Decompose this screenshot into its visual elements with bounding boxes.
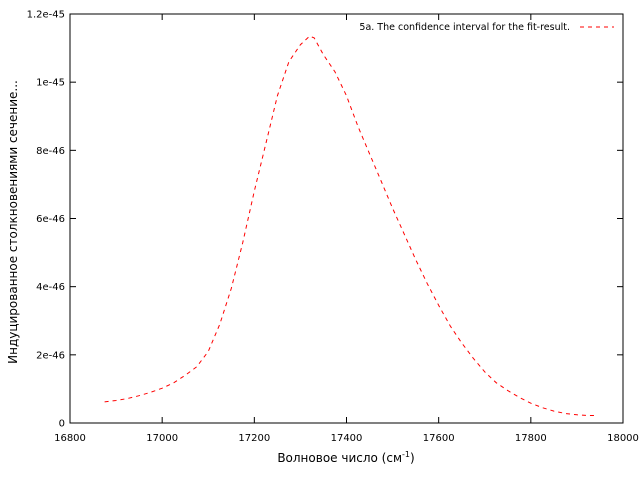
series-layer [104,35,596,416]
y-axis-title: Индуцированное столкновениями сечение... [6,80,20,364]
y-tick-label: 8e-46 [36,146,65,157]
y-tick-label: 1.2e-45 [27,10,65,21]
x-tick-label: 17200 [238,433,270,444]
legend: 5a. The confidence interval for the fit-… [359,22,614,33]
x-tick-label: 17400 [331,433,363,444]
x-tick-label: 18000 [607,433,639,444]
y-tick-label: 4e-46 [36,282,65,293]
x-axis-title: Волновое число (см-1) [277,450,414,465]
plot-frame [69,13,624,424]
x-axis-title-close: ) [410,451,415,465]
y-tick-label: 1e-45 [36,78,65,89]
x-tick-label: 17800 [515,433,547,444]
x-axis-title-sup: -1 [402,450,410,459]
y-tick-label: 0 [59,419,65,430]
legend-label: 5a. The confidence interval for the fit-… [359,22,570,33]
plot-area [69,13,624,424]
x-axis: 16800 17000 17200 17400 17600 17800 18000 [54,14,639,444]
x-tick-label: 17000 [146,433,178,444]
y-tick-label: 2e-46 [36,350,65,361]
series-line [104,35,596,416]
x-tick-label: 16800 [54,433,86,444]
x-axis-title-main: Волновое число (см [277,451,402,465]
y-tick-label: 6e-46 [36,214,65,225]
y-axis: 0 2e-46 4e-46 6e-46 8e-46 1e-45 1.2e-45 [27,10,623,430]
x-tick-label: 17600 [423,433,455,444]
